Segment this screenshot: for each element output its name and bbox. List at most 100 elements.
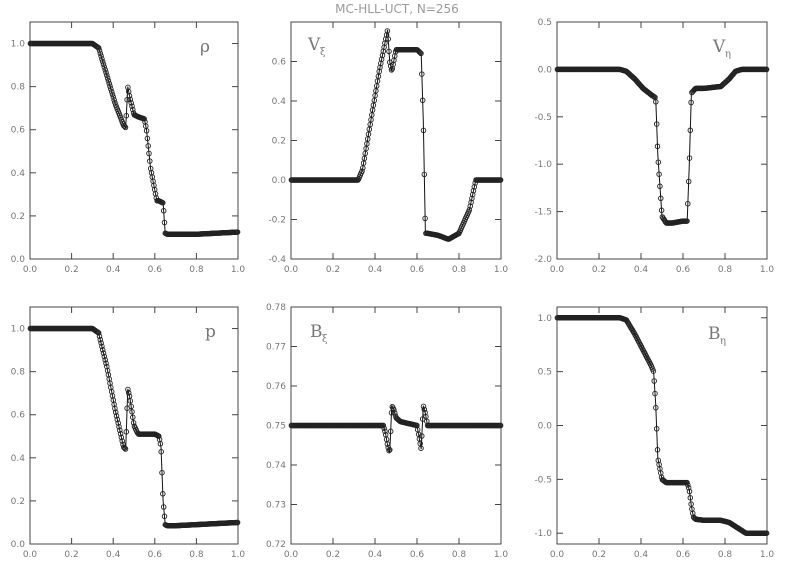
y-tick-label: 0.5 (538, 18, 552, 28)
data-point (114, 416, 121, 423)
x-tick-label: 0.4 (106, 550, 121, 560)
data-point (145, 143, 151, 149)
data-point (654, 143, 661, 150)
data-point (160, 200, 166, 206)
data-point (121, 444, 127, 451)
panel-label: B (708, 324, 721, 344)
data-point (95, 330, 102, 336)
data-point (129, 409, 135, 415)
x-tick-label: 0.4 (634, 265, 649, 275)
y-tick-label: 0.2 (11, 497, 25, 507)
panel-label: p (205, 322, 216, 342)
data-point (391, 407, 397, 413)
x-tick-label: 1.0 (494, 265, 509, 275)
x-tick-label: 0.2 (326, 550, 340, 560)
data-point (99, 343, 105, 350)
data-point (688, 99, 694, 106)
data-point (420, 127, 427, 134)
y-tick-label: 0.6 (11, 411, 26, 421)
panel-label-subscript: ξ (320, 47, 326, 58)
data-point (113, 413, 120, 419)
data-point (359, 168, 365, 174)
data-point (763, 66, 770, 73)
data-point (380, 422, 387, 429)
data-point (658, 207, 665, 214)
x-tick-label: 0.0 (284, 265, 299, 275)
panel-label: V (712, 37, 726, 57)
data-point (95, 45, 102, 51)
data-point (147, 158, 153, 164)
data-point (392, 410, 398, 416)
data-point (161, 219, 168, 226)
data-point (469, 191, 476, 198)
data-point (97, 50, 104, 57)
data-point (103, 360, 109, 366)
data-point (654, 447, 661, 453)
x-tick-label: 0.4 (368, 265, 383, 275)
data-point (141, 116, 147, 122)
data-point (382, 428, 388, 434)
data-point (102, 357, 108, 363)
data-point (355, 177, 361, 183)
y-tick-label: 0.5 (538, 368, 552, 378)
y-tick-label: 0.2 (272, 137, 286, 147)
y-tick-label: 0.4 (11, 169, 26, 179)
data-point (687, 127, 694, 134)
y-tick-label: -0.4 (268, 255, 286, 265)
panel-label: B (310, 322, 323, 342)
x-tick-label: 1.0 (494, 550, 509, 560)
data-point (156, 433, 162, 439)
x-tick-label: 0.8 (189, 550, 204, 560)
x-tick-label: 0.0 (550, 550, 565, 560)
y-tick-label: -2.0 (534, 255, 552, 265)
y-tick-label: 0.0 (11, 540, 26, 550)
y-tick-label: 1.0 (11, 40, 26, 50)
data-point (384, 28, 391, 34)
data-point (688, 501, 694, 507)
data-point (130, 420, 137, 426)
data-point (123, 112, 130, 119)
y-tick-label: 0.0 (272, 176, 287, 186)
data-point (497, 177, 504, 183)
plot-frame (556, 306, 768, 545)
x-tick-label: 0.2 (326, 265, 340, 275)
data-point (386, 447, 392, 454)
data-point (384, 441, 391, 447)
data-point (105, 77, 112, 84)
data-point (419, 71, 425, 77)
x-tick-label: 0.0 (23, 265, 38, 275)
y-tick-label: 0.78 (266, 303, 286, 313)
data-point (107, 83, 113, 89)
data-point (127, 96, 134, 103)
panels: 0.0 0.2 0.4 0.6 0.8 1.00.00.20.40.60.81.0 ρ0.0… (11, 18, 775, 560)
data-point (651, 94, 657, 100)
data-point (99, 347, 106, 353)
data-point (686, 155, 693, 161)
data-point (418, 445, 424, 451)
y-tick-label: 0.75 (266, 422, 286, 432)
reference-line (291, 403, 501, 454)
data-point (416, 49, 423, 55)
data-point (103, 69, 109, 76)
data-point (116, 423, 122, 430)
data-point (104, 363, 110, 370)
data-point (378, 56, 385, 63)
data-point (108, 88, 115, 95)
data-point (422, 215, 428, 222)
x-tick-label: 1.0 (760, 550, 775, 560)
data-point (467, 203, 473, 209)
panel-5: 0.0 0.2 0.4 0.6 0.8 1.0 0.72 0.73 0.74 0.75 0.76 0.… (266, 303, 508, 560)
plot-frame (556, 21, 768, 260)
data-point (656, 171, 662, 177)
data-point (98, 53, 104, 59)
data-point (658, 195, 664, 202)
x-tick-label: 0.2 (64, 265, 78, 275)
data-point (121, 445, 128, 451)
y-tick-label: -1.5 (534, 208, 552, 218)
plot-frame (29, 306, 239, 545)
x-tick-label: 0.0 (284, 550, 299, 560)
y-tick-label: 0.0 (538, 65, 553, 75)
x-tick-label: 0.6 (676, 265, 691, 275)
y-tick-label: 0.6 (272, 58, 287, 68)
data-point (653, 404, 659, 411)
